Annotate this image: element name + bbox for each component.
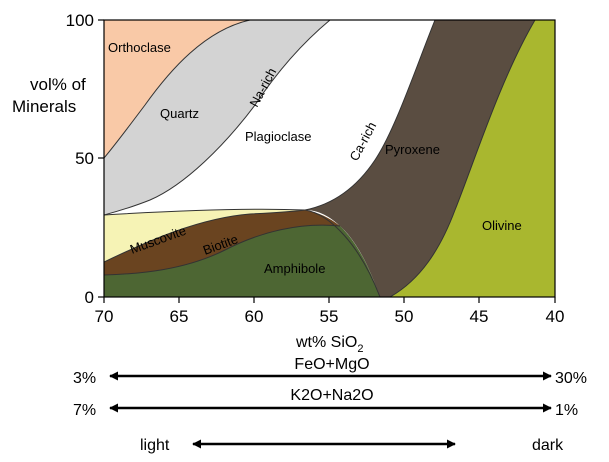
amphibole-region: [104, 225, 380, 297]
x-axis-label-subscript: 2: [357, 343, 363, 355]
scale-left-value: 7%: [73, 402, 96, 419]
y-tick-label: 100: [66, 11, 94, 30]
muscovite-region: [104, 209, 305, 262]
x-axis-label: wt% SiO2: [295, 334, 363, 355]
label-olivine: Olivine: [482, 218, 522, 233]
x-tick-label: 65: [170, 307, 189, 326]
y-axis-label-line2: Minerals: [12, 97, 76, 116]
x-axis-label-main: wt% SiO: [295, 334, 357, 351]
x-tick-label: 55: [320, 307, 339, 326]
x-tick-label: 60: [245, 307, 264, 326]
scale-right-value: 30%: [555, 370, 587, 387]
x-tick-label: 40: [546, 307, 565, 326]
scale-label: FeO+MgO: [294, 356, 369, 373]
scale-label: K2O+Na2O: [290, 387, 373, 404]
scale-right-value: 1%: [555, 402, 578, 419]
quartz-region: [104, 20, 330, 215]
scale-k2o-na2o: 7% K2O+Na2O 1%: [73, 387, 578, 419]
x-tick-label: 50: [395, 307, 414, 326]
scale-color-index: light dark: [140, 437, 564, 454]
scale-feo-mgo: 3% FeO+MgO 30%: [73, 356, 587, 387]
plagioclase-region: [104, 20, 435, 215]
biotite-region: [104, 210, 340, 275]
label-orthoclase: Orthoclase: [108, 40, 171, 55]
label-plagioclase: Plagioclase: [245, 129, 312, 144]
y-axis-label-line1: vol% of: [30, 75, 86, 94]
region-boundaries: [104, 20, 536, 297]
pyroxene-region: [305, 20, 535, 297]
x-tick-label: 70: [95, 307, 114, 326]
olivine-region: [390, 20, 555, 297]
y-tick-label: 50: [75, 149, 94, 168]
axis-ticks: [98, 19, 556, 303]
orthoclase-region: [104, 20, 250, 158]
label-quartz: Quartz: [160, 106, 199, 121]
scale-left-value: 3%: [73, 370, 96, 387]
label-amphibole: Amphibole: [264, 261, 325, 276]
scale-right-value: dark: [532, 437, 564, 454]
label-pyroxene: Pyroxene: [385, 142, 440, 157]
scale-left-value: light: [140, 437, 170, 454]
x-tick-label: 45: [470, 307, 489, 326]
y-tick-label: 0: [85, 288, 94, 307]
